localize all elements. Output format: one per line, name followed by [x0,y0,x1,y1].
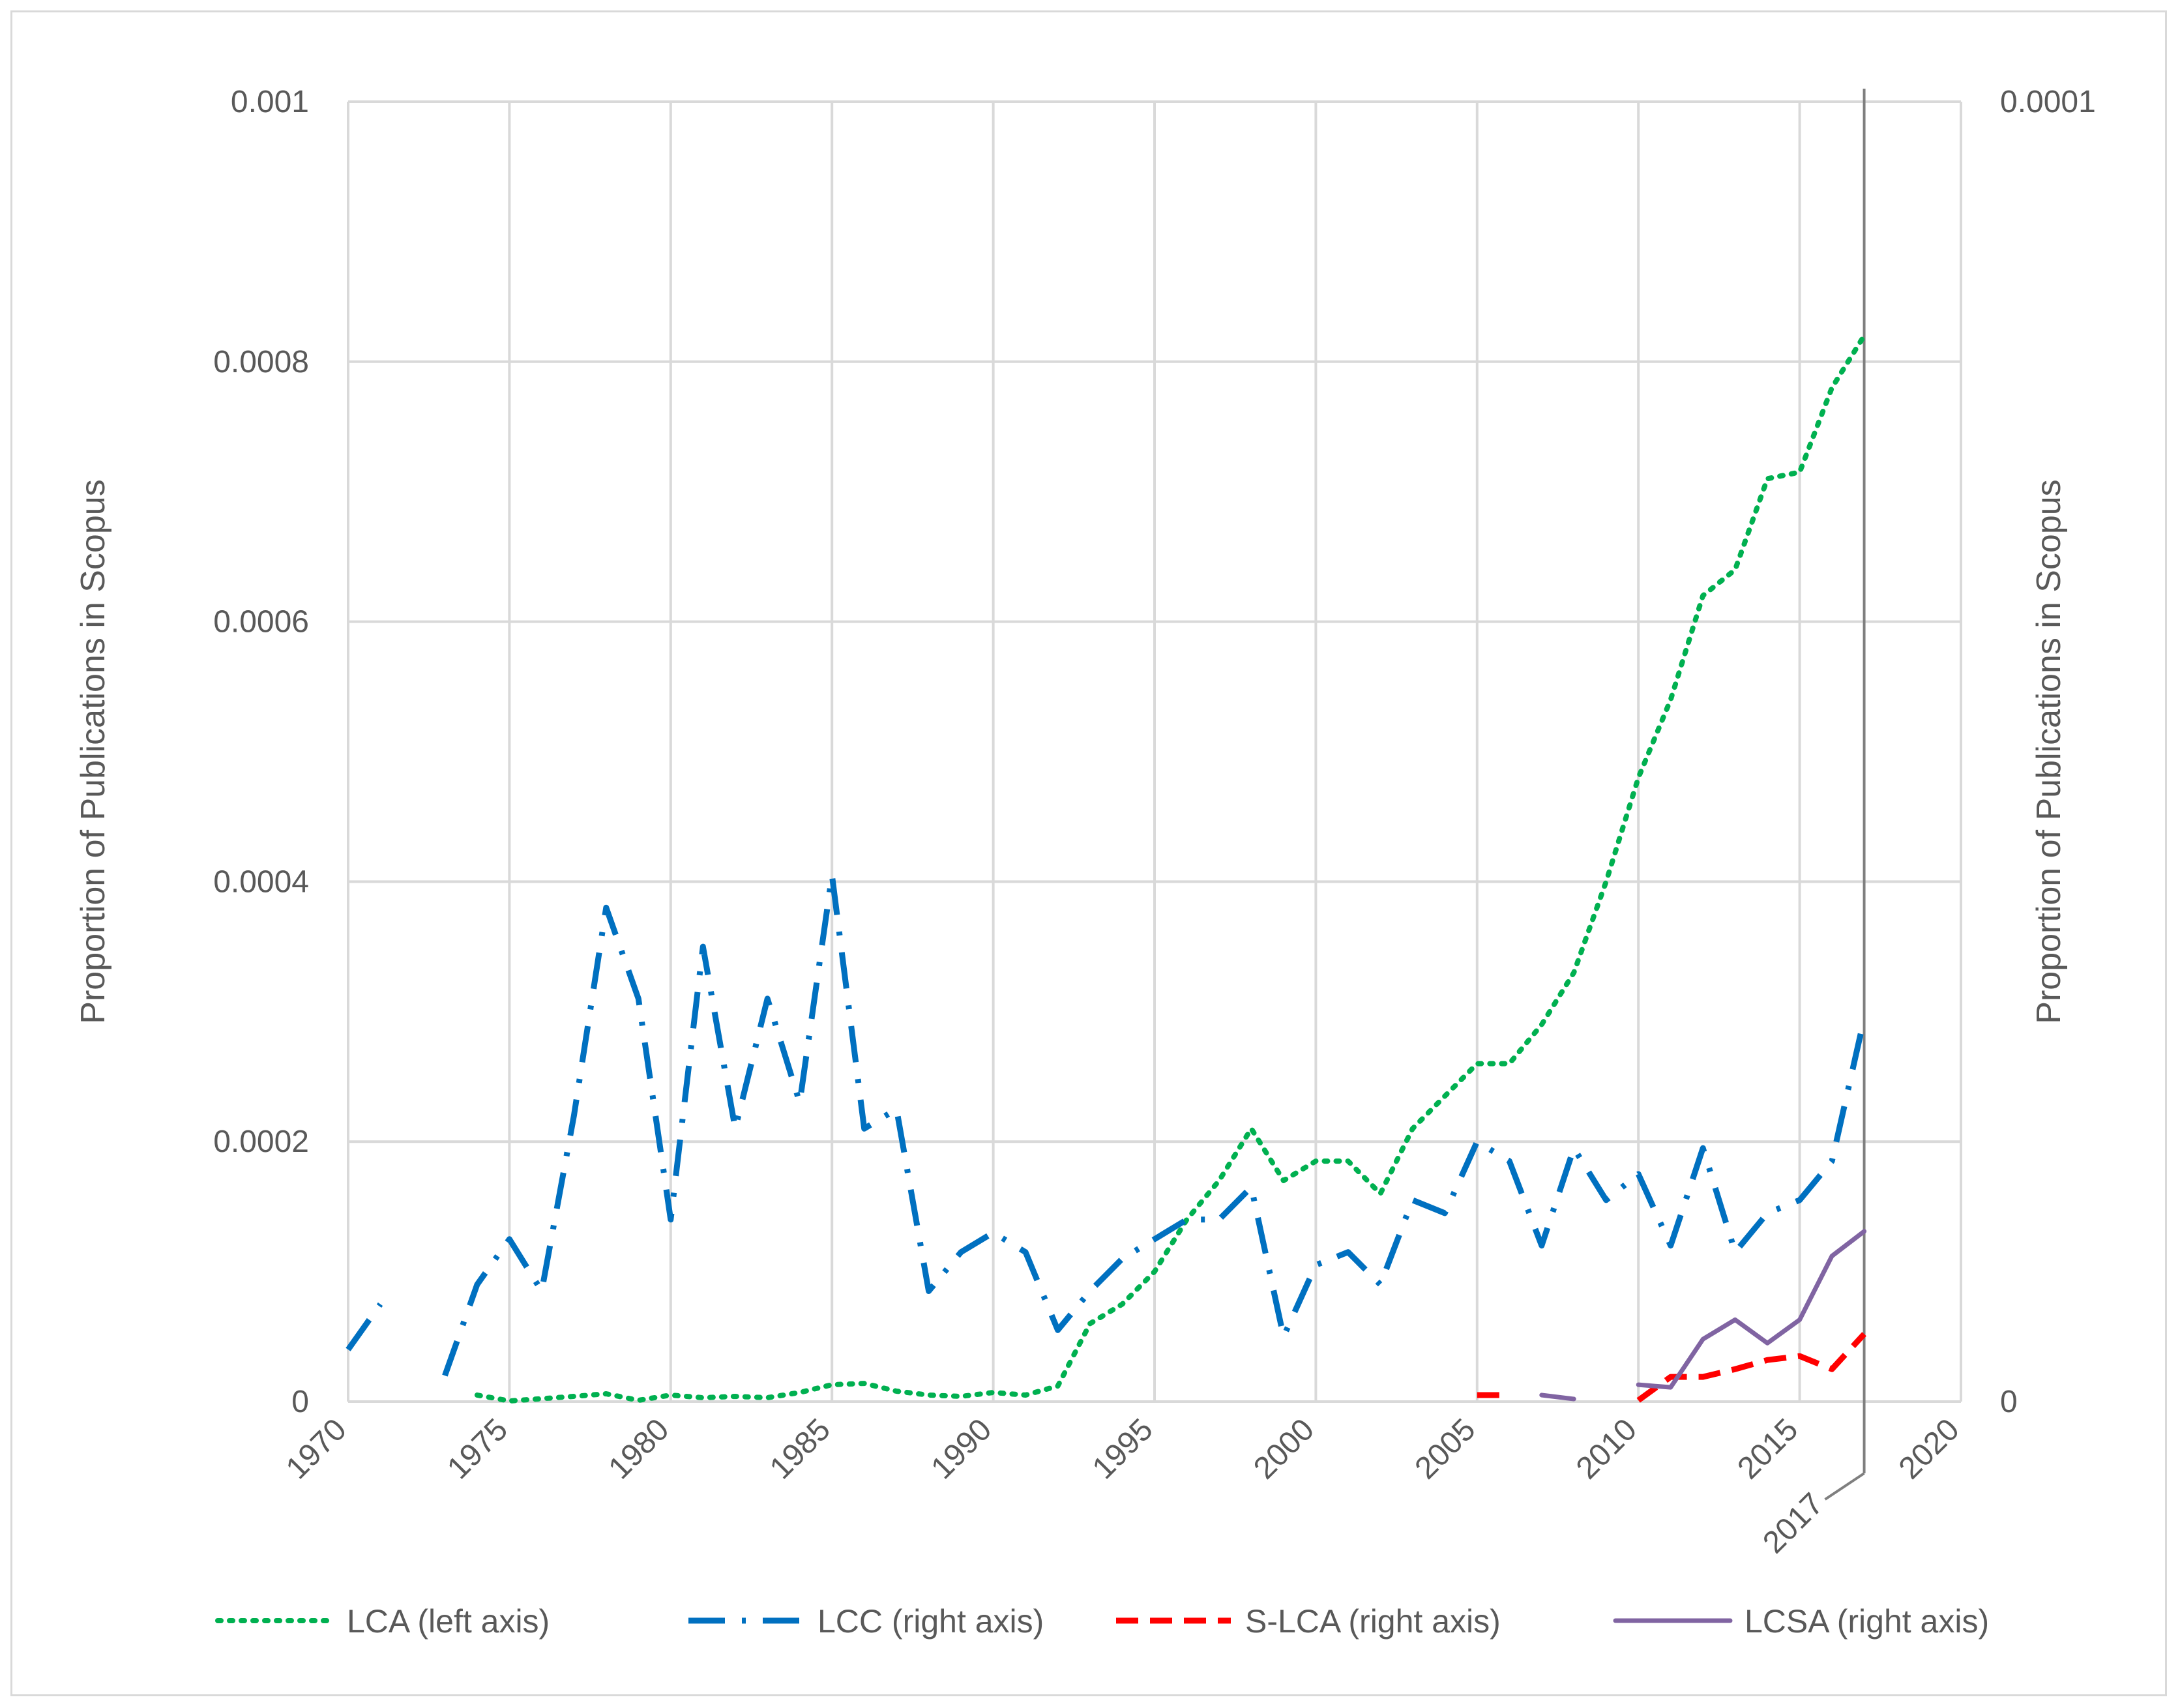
x-tick-label: 2005 [1409,1412,1482,1486]
right-tick-label: 0.0001 [2000,85,2096,119]
legend-label-0: LCA (left axis) [347,1603,550,1640]
left-axis-title: Proportion of Publications in Scopus [74,479,112,1023]
left-tick-label: 0.001 [231,85,309,119]
x-tick-label: 2020 [1893,1412,1966,1486]
left-tick-label: 0 [291,1385,309,1419]
x-tick-label: 2015 [1731,1412,1804,1486]
series-line-1 [346,1302,383,1351]
x-tick-label: 1980 [602,1412,676,1486]
x-tick-label: 1990 [924,1412,998,1486]
x-tick-label: 1970 [280,1412,353,1486]
left-tick-label: 0.0002 [213,1125,309,1159]
series-layer [346,332,1867,1404]
legend: LCA (left axis) LCC (right axis) S-LCA (ri… [215,1603,1989,1640]
left-tick-label: 0.0004 [213,864,309,899]
right-tick-label: 0 [2000,1385,2018,1419]
chart-frame [10,10,2167,1696]
marker-label: 2017 [1756,1486,1830,1560]
series-line-3 [1636,1229,1867,1390]
series-line-1 [442,872,1867,1377]
axes-layer: 1970 1975 1980 1985 1990 1995 2000 2005 2010 2015… [74,85,2096,1560]
x-tick-label: 1975 [441,1412,514,1486]
series-line-2 [1636,1332,1866,1403]
legend-label-3: LCSA (right axis) [1745,1603,1989,1640]
marker-leader [1824,1472,1865,1501]
x-tick-label: 1995 [1086,1412,1160,1486]
x-tick-label: 2010 [1570,1412,1643,1486]
legend-label-1: LCC (right axis) [818,1603,1044,1640]
series-line-0 [474,332,1867,1404]
right-axis-title: Proportion of Publications in Scopus [2030,479,2068,1023]
left-tick-label: 0.0008 [213,345,309,379]
legend-label-2: S-LCA (right axis) [1245,1603,1501,1640]
left-tick-label: 0.0006 [213,605,309,640]
series-line-3 [1539,1392,1576,1402]
x-tick-label: 1985 [763,1412,837,1486]
x-tick-label: 2000 [1247,1412,1321,1486]
